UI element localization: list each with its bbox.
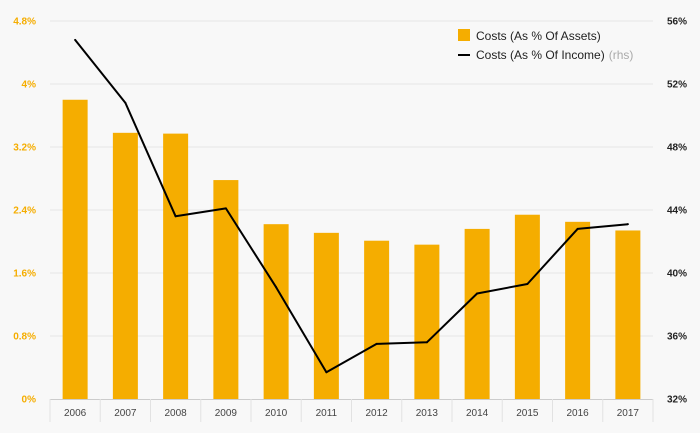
x-axis-tick-label: 2006: [64, 408, 87, 419]
line-point: [124, 101, 127, 104]
bar: [364, 240, 390, 399]
line-point: [224, 207, 227, 210]
left-axis-tick-label: 0.8%: [13, 332, 36, 343]
x-axis-tick-label: 2012: [366, 408, 389, 419]
right-axis-tick-label: 32%: [667, 395, 687, 406]
bar: [414, 244, 440, 399]
legend: Costs (As % Of Assets) Costs (As % Of Inc…: [458, 29, 633, 62]
left-axis-tick-label: 2.4%: [13, 206, 36, 217]
line-point: [576, 227, 579, 230]
right-axis-tick-label: 36%: [667, 332, 687, 343]
line-point: [476, 292, 479, 295]
line-series-path: [74, 39, 628, 374]
left-axis-tick-label: 4%: [22, 80, 37, 91]
right-axis-tick-label: 48%: [667, 143, 687, 154]
bar: [464, 228, 490, 399]
left-axis-tick-label: 1.6%: [13, 269, 36, 280]
x-axis-tick-label: 2007: [114, 408, 137, 419]
right-axis-tick-label: 52%: [667, 80, 687, 91]
legend-label-line-name: Costs (As % Of Income): [476, 48, 605, 62]
line-point: [325, 371, 328, 374]
bar: [62, 99, 88, 399]
x-axis-tick-label: 2015: [516, 408, 539, 419]
bar: [565, 221, 591, 399]
x-axis-tick-label: 2010: [265, 408, 288, 419]
line-point: [425, 341, 428, 344]
bar: [213, 180, 239, 399]
gridlines: [50, 20, 653, 337]
x-axis-tick-label: 2013: [416, 408, 439, 419]
legend-swatch-bar: [458, 29, 470, 41]
bar: [313, 232, 339, 399]
line-point: [375, 342, 378, 345]
right-axis-tick-label: 56%: [667, 17, 687, 28]
legend-label-line: Costs (As % Of Income) (rhs): [476, 48, 633, 62]
line-point: [174, 215, 177, 218]
x-axis-tick-label: 2011: [316, 408, 338, 419]
left-axis-tick-label: 3.2%: [13, 143, 36, 154]
x-axis-tick-label: 2016: [567, 408, 590, 419]
left-axis-tick-label: 0%: [22, 395, 37, 406]
x-axis-tick-label: 2014: [466, 408, 489, 419]
line-point: [74, 38, 77, 41]
x-axis-tick-label: 2008: [165, 408, 188, 419]
x-axis-tick-label: 2009: [215, 408, 238, 419]
legend-label-bar: Costs (As % Of Assets): [476, 29, 601, 43]
legend-label-line-suffix: (rhs): [609, 48, 634, 62]
line-series: [74, 38, 629, 374]
right-axis-tick-label: 40%: [667, 269, 687, 280]
bar: [163, 133, 189, 400]
x-axis-tick-label: 2017: [617, 408, 640, 419]
line-point: [526, 283, 529, 286]
axes: 0% 0.8% 1.6% 2.4% 3.2% 4% 4.8% 32% 36% 40% 44% 48% 5…: [13, 17, 687, 422]
bar: [112, 132, 138, 399]
line-point: [275, 286, 278, 289]
right-axis-tick-label: 44%: [667, 206, 687, 217]
left-axis-tick-label: 4.8%: [13, 17, 36, 28]
bar: [615, 230, 641, 399]
bar: [263, 224, 289, 399]
line-point: [626, 223, 629, 226]
bar: [514, 214, 540, 399]
